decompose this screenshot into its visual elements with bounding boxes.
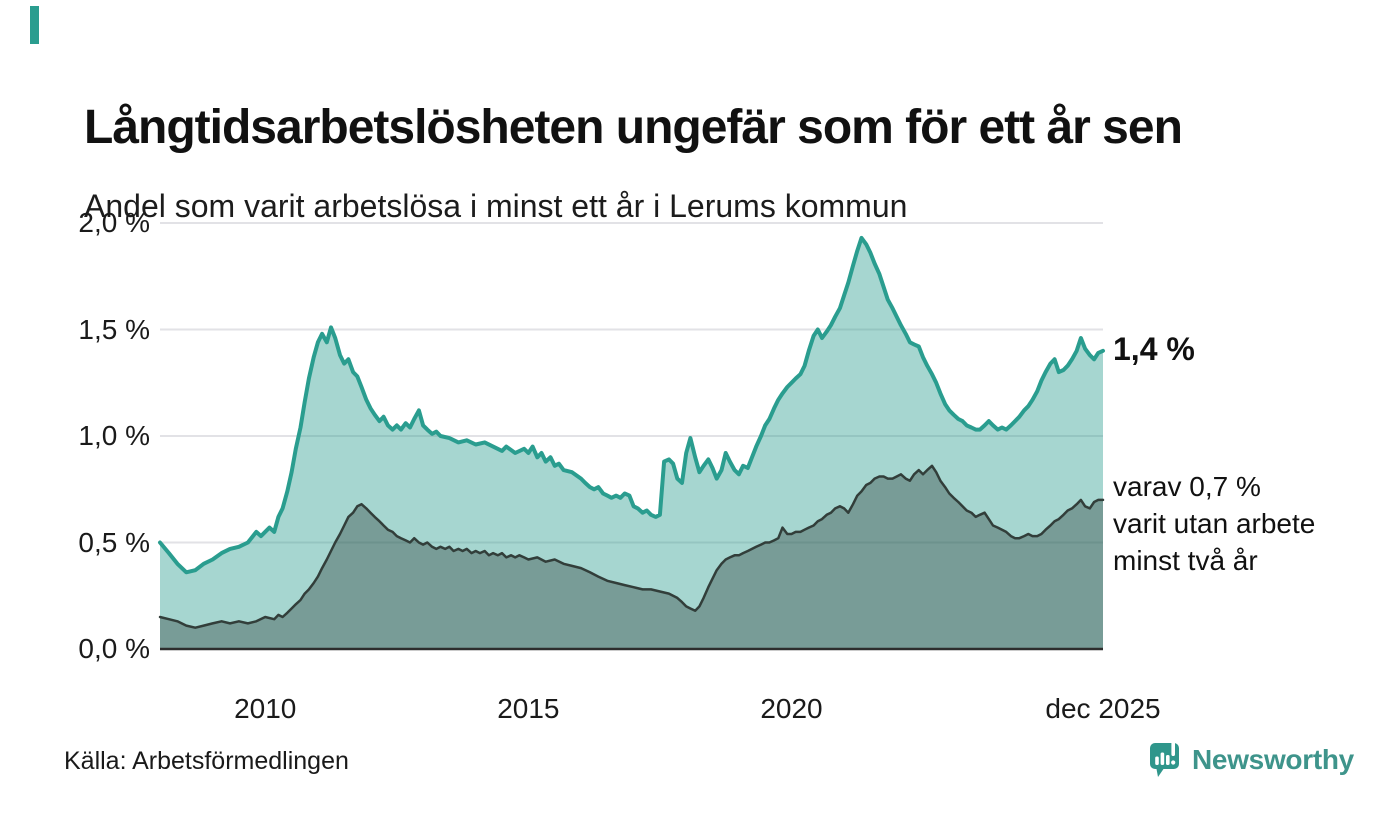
y-tick-label: 1,0 % [78, 420, 150, 451]
brand-logo: Newsworthy [1146, 740, 1354, 780]
area-fill [160, 465, 1103, 649]
brand-accent-bar [30, 6, 39, 44]
newsworthy-icon [1150, 741, 1179, 777]
page-subtitle: Andel som varit arbetslösa i minst ett å… [84, 188, 908, 224]
y-tick-label: 1,5 % [78, 313, 150, 345]
page-title: Långtidsarbetslösheten ungefär som för e… [84, 101, 1183, 155]
y-tick-label: 0,5 % [78, 526, 150, 558]
x-tick-label: 2020 [760, 693, 823, 724]
series-line [158, 235, 1105, 575]
series-line [158, 464, 1105, 629]
source-caption: Källa: Arbetsförmedlingen [64, 747, 349, 775]
y-tick-label: 0,0 % [78, 633, 150, 664]
x-tick-label: dec 2025 [1045, 693, 1161, 724]
brand-wordmark: Newsworthy [1192, 744, 1354, 775]
y-tick-label: 2,0 % [78, 207, 150, 238]
area-fill [160, 237, 1103, 649]
x-tick-label: 2015 [497, 693, 560, 724]
latest-value-label: 1,4 % [1113, 330, 1195, 367]
x-tick-label: 2010 [234, 693, 297, 724]
secondary-series-label: varav 0,7 % varit utan arbete minst två … [1113, 470, 1316, 576]
